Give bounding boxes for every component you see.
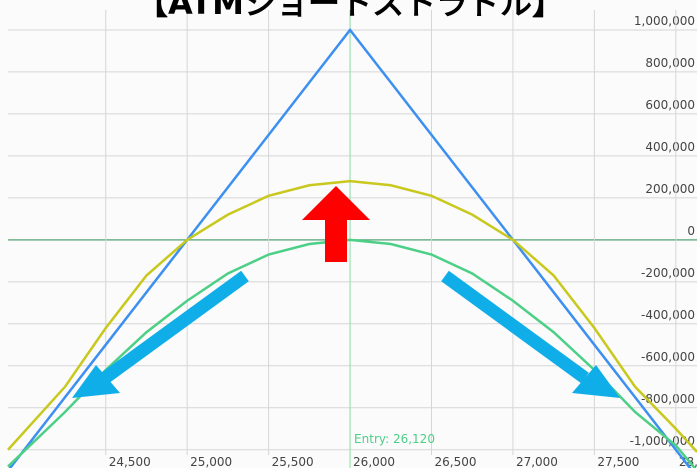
y-tick-label: -200,000 — [641, 266, 695, 280]
x-tick-label: 25,000 — [190, 455, 232, 468]
y-tick-label: 1,000,000 — [634, 14, 695, 28]
up-arrow — [302, 186, 370, 262]
y-tick-label: -600,000 — [641, 350, 695, 364]
x-tick-label: 27,500 — [597, 455, 639, 468]
y-tick-label: 600,000 — [645, 98, 695, 112]
y-tick-label: 800,000 — [645, 56, 695, 70]
chart-title: 【ATMショートストラドル】 — [136, 0, 564, 22]
x-tick-label: 26,500 — [434, 455, 476, 468]
y-tick-label: 400,000 — [645, 140, 695, 154]
x-tick-label: 26,000 — [353, 455, 395, 468]
y-tick-label: 200,000 — [645, 182, 695, 196]
x-tick-label: 25,500 — [272, 455, 314, 468]
y-tick-label: -800,000 — [641, 392, 695, 406]
arrow-head — [572, 365, 620, 398]
arrow-head — [72, 365, 120, 398]
y-tick-label: 0 — [687, 224, 695, 238]
down-arrows — [101, 270, 589, 384]
series-line — [7, 179, 697, 453]
x-tick-label: 24,500 — [109, 455, 151, 468]
x-tick-label: 27,000 — [516, 455, 558, 468]
y-tick-label: -400,000 — [641, 308, 695, 322]
entry-label: Entry: 26,120 — [354, 432, 435, 446]
series-line — [8, 27, 692, 468]
y-tick-label: -1,000,000 — [630, 434, 695, 448]
